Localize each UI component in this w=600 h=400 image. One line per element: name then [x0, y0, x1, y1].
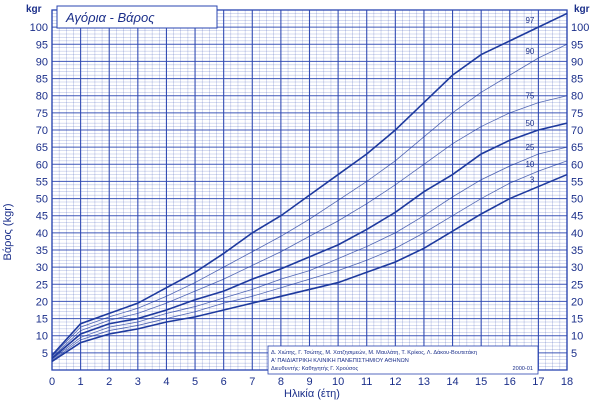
percentile-label-50: 50 — [525, 119, 534, 128]
y-tick-label-right: 65 — [571, 142, 583, 154]
x-tick-label: 15 — [475, 376, 487, 388]
x-tick-label: 7 — [249, 376, 255, 388]
y-tick-label-left: 15 — [36, 314, 48, 326]
x-tick-label: 9 — [306, 376, 312, 388]
y-unit-right: kgr — [574, 4, 590, 15]
grid — [51, 9, 568, 371]
y-tick-label-right: 5 — [571, 348, 577, 360]
x-tick-label: 4 — [163, 376, 169, 388]
percentile-label-10: 10 — [525, 160, 534, 169]
x-tick-label: 5 — [192, 376, 198, 388]
chart-title: Αγόρια - Βάρος — [65, 10, 155, 25]
percentile-label-90: 90 — [525, 47, 534, 56]
x-tick-label: 10 — [332, 376, 344, 388]
y-tick-label-right: 55 — [571, 176, 583, 188]
percentile-label-97: 97 — [525, 16, 534, 25]
x-tick-label: 18 — [561, 376, 573, 388]
credits-code: 2000-01 — [512, 366, 533, 372]
y-tick-label-left: 40 — [36, 228, 48, 240]
y-tick-label-right: 95 — [571, 39, 583, 51]
y-tick-label-left: 50 — [36, 194, 48, 206]
y-tick-label-left: 75 — [36, 108, 48, 120]
percentile-curve-50 — [51, 122, 568, 359]
y-tick-label-left: 35 — [36, 245, 48, 257]
percentile-curve-90 — [51, 43, 568, 357]
y-tick-label-right: 30 — [571, 262, 583, 274]
y-axis-label: Βάρος (kgr) — [2, 203, 14, 260]
y-tick-label-left: 60 — [36, 159, 48, 171]
y-tick-label-right: 15 — [571, 314, 583, 326]
y-tick-label-left: 25 — [36, 279, 48, 291]
y-tick-label-left: 80 — [36, 91, 48, 103]
credits-box — [267, 345, 539, 375]
y-tick-label-right: 45 — [571, 211, 583, 223]
y-tick-label-left: 90 — [36, 56, 48, 68]
y-tick-label-right: 60 — [571, 159, 583, 171]
y-tick-label-right: 70 — [571, 125, 583, 137]
x-tick-label: 12 — [389, 376, 401, 388]
y-tick-label-right: 50 — [571, 194, 583, 206]
y-unit-left: kgr — [26, 4, 42, 15]
credits-line-1: Δ. Χιώτης, Γ. Τσώτης, Μ. Χατζησιμεών, Μ.… — [271, 349, 477, 356]
x-tick-label: 1 — [78, 376, 84, 388]
x-tick-label: 3 — [135, 376, 141, 388]
percentile-curves: 97 90 75 50 25 10 3 — [51, 12, 568, 363]
credits-line-2: Α' ΠΑΙΔΙΑΤΡΙΚΗ ΚΛΙΝΙΚΗ ΠΑΝΕΠΙΣΤΗΜΙΟΥ ΑΘΗ… — [271, 358, 409, 364]
x-tick-label: 14 — [446, 376, 458, 388]
percentile-label-25: 25 — [525, 143, 534, 152]
y-tick-label-right: 40 — [571, 228, 583, 240]
x-tick-label: 2 — [106, 376, 112, 388]
credits-line-3: Διευθυντής: Καθηγητής Γ. Χρούσος — [271, 365, 358, 372]
y-tick-label-right: 25 — [571, 279, 583, 291]
x-tick-label: 8 — [278, 376, 284, 388]
y-tick-label-left: 55 — [36, 176, 48, 188]
y-tick-label-left: 45 — [36, 211, 48, 223]
x-tick-label: 13 — [418, 376, 430, 388]
percentile-curve-10 — [51, 160, 568, 361]
y-tick-label-right: 90 — [571, 56, 583, 68]
y-tick-label-right: 10 — [571, 331, 583, 343]
y-tick-label-left: 85 — [36, 74, 48, 86]
y-tick-label-right: 20 — [571, 296, 583, 308]
x-tick-label: 11 — [361, 376, 372, 388]
y-tick-label-right: 85 — [571, 74, 583, 86]
x-tick-label: 16 — [504, 376, 516, 388]
y-tick-label-left: 5 — [42, 348, 48, 360]
percentile-curve-75 — [51, 95, 568, 358]
x-axis-label: Ηλικία (έτη) — [284, 388, 340, 400]
percentile-label-75: 75 — [525, 92, 534, 101]
y-tick-label-left: 95 — [36, 39, 48, 51]
y-tick-label-right: 75 — [571, 108, 583, 120]
percentile-label-3: 3 — [530, 176, 535, 185]
y-tick-label-left: 65 — [36, 142, 48, 154]
y-tick-label-left: 10 — [36, 331, 48, 343]
percentile-curve-25 — [51, 146, 568, 360]
percentile-curve-97 — [51, 12, 568, 356]
percentile-curve-3 — [51, 173, 568, 363]
y-tick-label-right: 35 — [571, 245, 583, 257]
y-tick-label-left: 20 — [36, 296, 48, 308]
title-box — [56, 5, 218, 29]
y-tick-label-left: 100 — [30, 22, 48, 34]
x-tick-label: 17 — [532, 376, 544, 388]
x-tick-label: 6 — [221, 376, 227, 388]
y-tick-label-left: 70 — [36, 125, 48, 137]
x-tick-label: 0 — [49, 376, 55, 388]
y-tick-label-left: 30 — [36, 262, 48, 274]
y-tick-label-right: 100 — [571, 22, 589, 34]
y-tick-label-right: 80 — [571, 91, 583, 103]
